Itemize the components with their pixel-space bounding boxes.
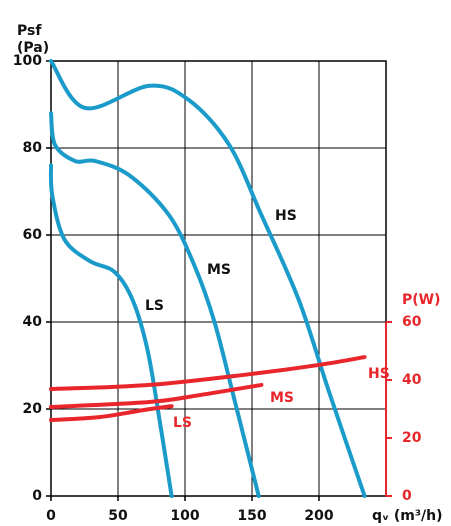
series-line	[48, 163, 174, 498]
y-tick-label: 20	[23, 401, 43, 417]
y-tick-label: 80	[23, 140, 43, 156]
x-tick-label: 100	[170, 508, 199, 524]
x-tick-label: 0	[46, 508, 56, 524]
y-tick-label: 40	[23, 314, 43, 330]
y-axis-label: (Pa)	[17, 40, 49, 56]
y2-tick-label: 0	[402, 488, 412, 504]
y2-tick-label: 60	[402, 314, 422, 330]
x-tick-label: 200	[304, 508, 333, 524]
plot-frame	[50, 60, 387, 497]
series-line	[49, 355, 367, 391]
y-axis-label: Psf	[17, 23, 42, 39]
x-axis-label: qᵥ (m³/h)	[372, 508, 443, 524]
series-label: HS	[368, 366, 390, 382]
y-tick-label: 0	[32, 488, 42, 504]
y2-axis-label: P(W)	[402, 292, 441, 308]
series-label: HS	[275, 208, 297, 224]
y-tick-label: 60	[23, 227, 43, 243]
y-tick-label: 100	[13, 53, 42, 69]
series-label: MS	[270, 390, 294, 406]
series-line	[49, 382, 264, 409]
series-line	[49, 404, 174, 423]
y2-tick-label: 40	[402, 372, 422, 388]
series-label: LS	[173, 415, 192, 431]
x-tick-label: 50	[108, 508, 128, 524]
y2-tick-label: 20	[402, 430, 422, 446]
series-label: MS	[207, 262, 231, 278]
series-line	[49, 59, 367, 498]
series-label: LS	[145, 298, 164, 314]
x-tick-label: 150	[237, 508, 266, 524]
